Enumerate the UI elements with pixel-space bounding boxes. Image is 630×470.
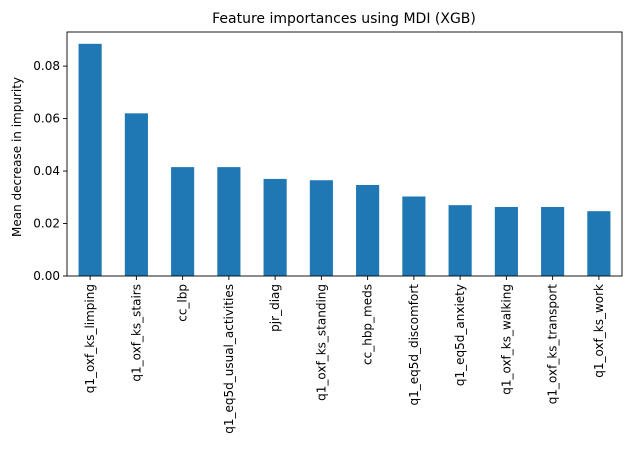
- plot-area: 0.00 0.02 0.04 0.06 0.08 q1_oxf_ks_limping q1_…: [33, 31, 623, 434]
- y-tick-label: 0.08: [33, 59, 60, 73]
- bar-q1_oxf_ks_standing: [309, 180, 333, 276]
- x-tick-label: q1_oxf_ks_walking: [499, 284, 513, 395]
- x-tick-label: cc_lbp: [176, 284, 190, 322]
- bar-q1_oxf_ks_stairs: [124, 113, 148, 276]
- y-axis-label: Mean decrease in impurity: [10, 77, 24, 237]
- bar-q1_eq5d_usual_activities: [217, 167, 241, 276]
- x-tick-label: q1_oxf_ks_work: [592, 284, 606, 378]
- plot-frame: [66, 31, 623, 277]
- bar-q1_eq5d_anxiety: [448, 205, 472, 276]
- x-tick-label: pjr_diag: [268, 284, 282, 332]
- x-tick-label: q1_eq5d_usual_activities: [222, 284, 236, 434]
- y-tick-label: 0.00: [33, 269, 60, 283]
- x-tick-label: q1_oxf_ks_limping: [83, 284, 97, 393]
- bar-q1_oxf_ks_limping: [78, 43, 102, 276]
- y-tick-label: 0.02: [33, 217, 60, 231]
- x-tick-label: q1_eq5d_discomfort: [407, 284, 421, 406]
- x-tick-label: q1_oxf_ks_transport: [546, 284, 560, 404]
- y-tick-label: 0.04: [33, 164, 60, 178]
- bar-pjr_diag: [263, 178, 287, 276]
- x-tick-label: cc_hbp_meds: [361, 284, 375, 365]
- bar-q1_oxf_ks_work: [587, 211, 611, 276]
- bar-q1_oxf_ks_walking: [494, 206, 518, 276]
- x-tick-label: q1_oxf_ks_standing: [314, 284, 328, 401]
- chart-title: Feature importances using MDI (XGB): [212, 11, 476, 27]
- bar-cc_hbp_meds: [356, 184, 380, 276]
- bar-q1_eq5d_discomfort: [402, 196, 426, 276]
- bar-cc_lbp: [171, 167, 195, 276]
- x-tick-label: q1_eq5d_anxiety: [453, 284, 467, 386]
- bar-q1_oxf_ks_transport: [541, 206, 565, 276]
- y-tick-label: 0.06: [33, 112, 60, 126]
- x-tick-label: q1_oxf_ks_stairs: [129, 284, 143, 382]
